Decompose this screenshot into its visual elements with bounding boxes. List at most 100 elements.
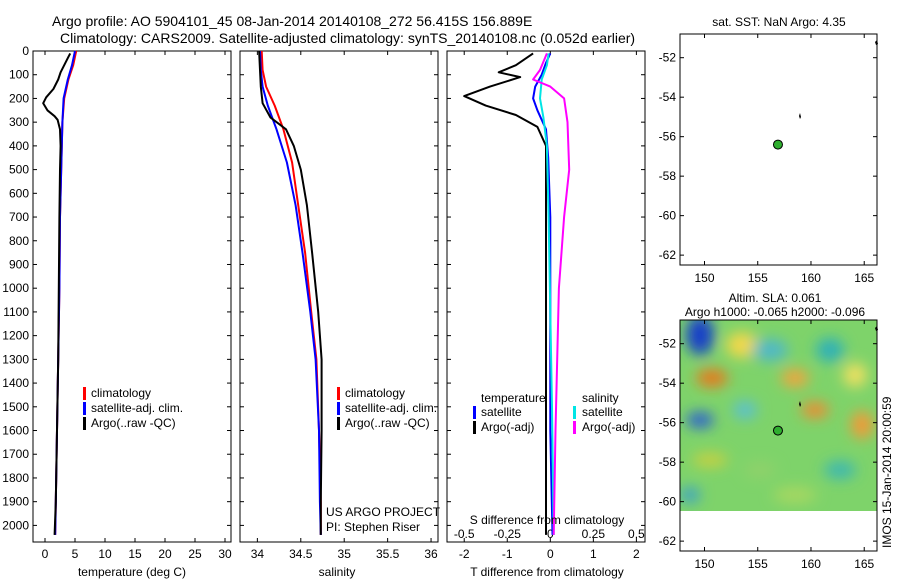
y-tick-label: 700: [9, 210, 29, 224]
legend-swatch: [473, 421, 476, 434]
legend-swatch: [473, 406, 476, 419]
y-tick-label: 1400: [2, 376, 29, 390]
legend-swatch: [573, 421, 576, 434]
salinity-x-tick-label: 34.5: [289, 547, 313, 561]
temperature-xlabel: temperature (deg C): [78, 565, 186, 579]
temperature-axes-frame: [32, 50, 232, 543]
y-tick-label: 200: [9, 91, 29, 105]
sst-map-float-marker: [772, 139, 783, 150]
y-tick-label: 1600: [2, 424, 29, 438]
legend-swatch: [337, 417, 340, 430]
y-tick-label: 1300: [2, 352, 29, 366]
difference-t-tick-label: -2: [459, 547, 470, 561]
legend-swatch: [83, 402, 86, 415]
altimetry-map-x-tick-label: 155: [748, 557, 768, 571]
y-tick-label: 600: [9, 186, 29, 200]
salinity-ticks: 34 34.5 35 35.5 36: [240, 50, 438, 561]
temperature-ticks: 0100200300400500600700800900100011001200…: [2, 44, 232, 561]
t-difference-label: T difference from climatology: [470, 565, 624, 579]
altimetry-side-label: IMOS 15-Jan-2014 20:00:59: [880, 396, 894, 548]
legend-title: temperature: [481, 391, 546, 405]
y-tick-label: 400: [9, 139, 29, 153]
temperature-lines: [42, 50, 78, 535]
legend-label: Argo(..raw -QC): [345, 416, 430, 430]
difference-ticks: -2 -1 0 1 2 -0.5 -0.25 0 0.25 0.5: [447, 50, 645, 561]
altimetry-map-y-tick-label: -56: [659, 416, 677, 430]
legend-label: Argo(-adj): [481, 420, 534, 434]
sst-map-panel: sat. SST: NaN Argo: 4.35 150 155 160 165 -52…: [659, 15, 878, 285]
temperature-x-tick-label: 5: [72, 547, 79, 561]
sla-heatmap: [680, 320, 877, 511]
altimetry-title-1: Altim. SLA: 0.061: [729, 291, 822, 305]
difference-panel: -2 -1 0 1 2 -0.5 -0.25 0 0.25 0.5 S difference fr…: [446, 50, 646, 579]
altimetry-map-x-tick-label: 160: [801, 557, 821, 571]
sst-map-y-tick-label: -60: [659, 209, 677, 223]
difference-lines: [463, 52, 571, 535]
sst-map-x-tick-label: 165: [854, 271, 874, 285]
legend-title: salinity: [582, 391, 619, 405]
sst-map-x-tick-label: 150: [694, 271, 714, 285]
y-tick-label: 1200: [2, 329, 29, 343]
legend-swatch: [337, 387, 340, 400]
altimetry-map-y-tick-label: -60: [659, 495, 677, 509]
legend-label: climatology: [345, 386, 405, 400]
difference-series-line: [532, 53, 571, 535]
difference-t-tick-label: 2: [633, 547, 640, 561]
sst-map-y-tick-label: -62: [659, 248, 677, 262]
altimetry-map-x-tick-label: 150: [694, 557, 714, 571]
difference-s-tick-label: -0.5: [454, 527, 475, 541]
salinity-axes-frame: [239, 50, 439, 543]
legend-swatch: [573, 406, 576, 419]
temperature-x-tick-label: 15: [128, 547, 142, 561]
difference-s-tick-label: 0.5: [628, 527, 645, 541]
temperature-x-tick-label: 20: [158, 547, 172, 561]
credit-project: US ARGO PROJECT: [326, 505, 441, 519]
salinity-panel: 34 34.5 35 35.5 36 salinity climatologysatel…: [239, 50, 441, 579]
legend-label: climatology: [91, 386, 151, 400]
sst-map-y-tick-label: -58: [659, 169, 677, 183]
y-tick-label: 1700: [2, 447, 29, 461]
temperature-x-tick-label: 30: [218, 547, 232, 561]
legend-label: satellite-adj. clim.: [91, 401, 183, 415]
altimetry-map-marks: 150 155 160 165 -52 -54 -56 -58 -60 -62: [659, 320, 877, 571]
salinity-series-line: [258, 50, 323, 535]
temperature-x-tick-label: 10: [98, 547, 112, 561]
difference-s-tick-label: 0: [547, 527, 554, 541]
legend-label: satellite: [481, 405, 522, 419]
sst-map-x-tick-label: 155: [748, 271, 768, 285]
difference-series-line: [463, 52, 547, 535]
legend-swatch: [337, 402, 340, 415]
salinity-series-line: [260, 50, 322, 535]
sst-map-title: sat. SST: NaN Argo: 4.35: [712, 15, 846, 29]
y-tick-label: 900: [9, 257, 29, 271]
sst-map-x-tick-label: 160: [801, 271, 821, 285]
temperature-x-tick-label: 25: [188, 547, 202, 561]
altimetry-map-y-tick-label: -62: [659, 534, 677, 548]
altimetry-map-float-marker: [772, 425, 783, 436]
s-difference-label: S difference from climatology: [470, 513, 625, 527]
legend-label: satellite: [582, 405, 623, 419]
altimetry-title-2: Argo h1000: -0.065 h2000: -0.096: [685, 305, 865, 319]
salinity-x-tick-label: 34: [251, 547, 265, 561]
y-tick-label: 1000: [2, 281, 29, 295]
header-line-2: Climatology: CARS2009. Satellite-adjuste…: [60, 30, 635, 46]
y-tick-label: 1800: [2, 471, 29, 485]
salinity-x-tick-label: 35: [338, 547, 352, 561]
sst-map-y-tick-label: -54: [659, 90, 677, 104]
sst-map-y-tick-label: -56: [659, 130, 677, 144]
difference-t-tick-label: 0: [547, 547, 554, 561]
altimetry-map-panel: Altim. SLA: 0.061 Argo h1000: -0.065 h20…: [659, 291, 894, 571]
difference-t-tick-label: -1: [502, 547, 513, 561]
y-tick-label: 1100: [3, 305, 29, 319]
salinity-x-tick-label: 36: [424, 547, 438, 561]
y-tick-label: 300: [9, 115, 29, 129]
legend-label: Argo(..raw -QC): [91, 416, 176, 430]
temperature-x-tick-label: 0: [42, 547, 49, 561]
sst-map-y-tick-label: -52: [659, 51, 677, 65]
salinity-series-line: [259, 50, 322, 535]
altimetry-map-y-tick-label: -58: [659, 455, 677, 469]
difference-series-line: [539, 53, 555, 535]
sla-field-blobs: [680, 320, 873, 503]
